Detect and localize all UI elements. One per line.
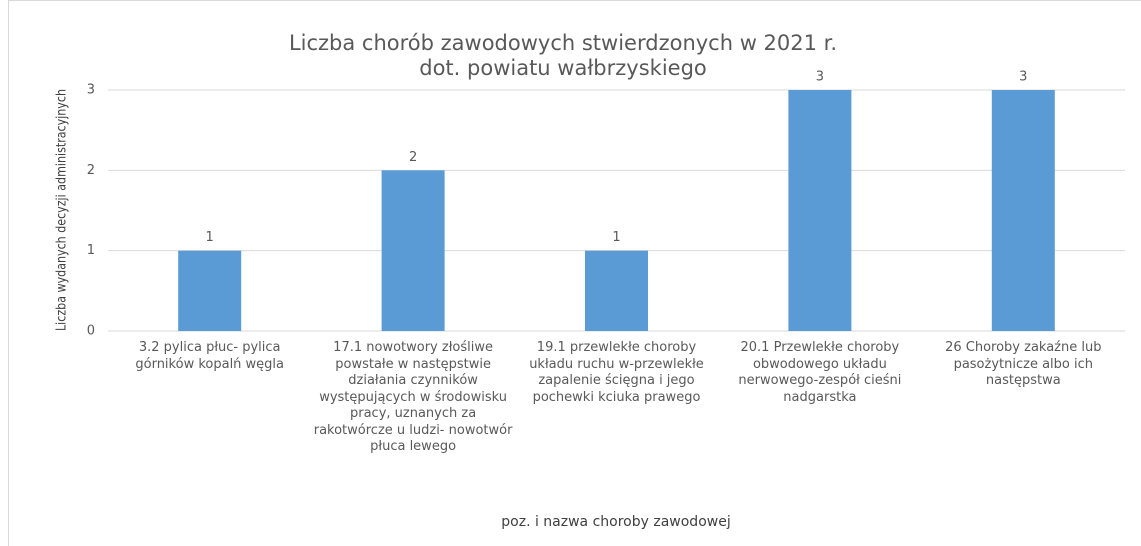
x-tick-label: 17.1 nowotwory złośliwe powstałe w nastę…: [313, 340, 513, 454]
x-tick-label: 19.1 przewlekłe choroby układu ruchu w-p…: [529, 340, 704, 405]
data-label: 1: [206, 230, 214, 245]
x-axis-label: poz. i nazwa choroby zawodowej: [501, 514, 730, 530]
chart-border: [8, 0, 1141, 546]
y-tick-label: 2: [87, 163, 95, 178]
bar: [788, 90, 852, 331]
x-tick-label: 20.1 Przewlekłe choroby obwodowego układ…: [738, 340, 902, 405]
bar: [178, 250, 242, 331]
bar: [585, 250, 648, 331]
bar: [991, 90, 1055, 331]
x-tick-label: 26 Choroby zakaźne lub pasożytnicze albo…: [945, 340, 1102, 388]
chart-title: Liczba chorób zawodowych stwierdzonych w…: [289, 31, 837, 80]
y-tick-label: 0: [87, 324, 95, 339]
data-label: 3: [816, 70, 824, 85]
data-label: 1: [612, 230, 620, 245]
y-axis-label: Liczba wydanych decyzji administracyjnyc…: [55, 89, 70, 331]
data-label: 3: [1019, 70, 1027, 85]
data-label: 2: [409, 150, 417, 165]
y-tick-label: 3: [87, 83, 95, 98]
bar: [381, 170, 445, 331]
x-tick-label: 3.2 pylica płuc- pylica górników kopalń …: [135, 340, 285, 372]
y-tick-label: 1: [87, 243, 95, 258]
